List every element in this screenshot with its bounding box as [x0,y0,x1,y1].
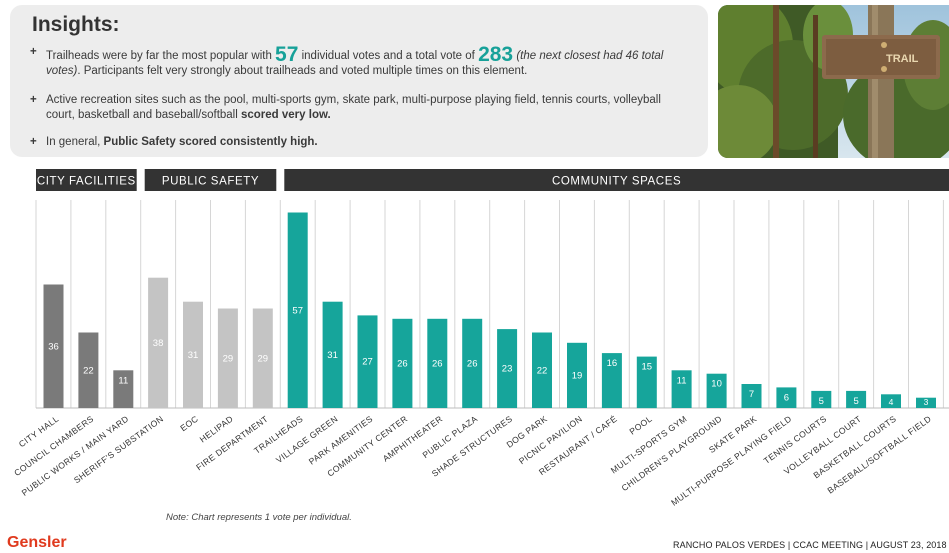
bullet-mark: + [30,94,37,106]
value-label-basketball-courts: 4 [889,397,894,407]
insight-text: Active recreation sites such as the pool… [46,94,661,121]
footer-text: RANCHO PALOS VERDES | CCAC MEETING | AUG… [673,540,949,550]
insight-bullet-active-recreation: + Active recreation sites such as the po… [30,93,690,123]
insight-bullet-public-safety: + In general, Public Safety scored consi… [30,135,690,150]
group-header-city-facilities [36,169,137,191]
value-label-tennis-courts: 5 [819,396,824,407]
value-label-dog-park: 22 [537,365,548,376]
value-label-village-green: 31 [327,350,338,361]
bar-shade-structures [497,329,518,408]
bar-village-green [322,301,343,408]
category-label-eoc: EOC [178,414,200,434]
insight-bold: Public Safety scored consistently high. [103,136,318,148]
value-label-community-center: 26 [397,358,408,369]
group-header-label-community-spaces: COMMUNITY SPACES [552,176,681,188]
category-label-pool: POOL [627,414,653,437]
bar-baseball-softball-field [916,397,936,408]
value-label-skate-park: 7 [749,389,754,400]
value-label-helipad: 29 [223,353,234,364]
trail-sign-photo: TRAIL [718,5,949,158]
bar-pool [636,356,657,409]
bar-sheriff-s-substation [148,277,169,408]
group-header-label-city-facilities: CITY FACILITIES [37,176,136,188]
value-label-amphitheater: 26 [432,358,443,369]
bar-council-chambers [78,332,99,408]
highlight-number-57: 57 [275,43,299,66]
insight-text: . Participants felt very strongly about … [77,65,528,77]
group-header-public-safety [144,169,277,191]
value-label-baseball-softball-field: 3 [924,397,929,407]
value-label-multi-purpose-playing-field: 6 [784,392,789,403]
value-label-eoc: 31 [188,350,199,361]
value-label-volleyball-court: 5 [853,396,858,407]
insight-bold: scored very low. [240,109,331,121]
votes-bar-chart: CITY FACILITIES PUBLIC SAFETY COMMUNITY SP… [12,169,949,508]
bar-public-plaza [462,318,483,408]
chart-note: Note: Chart represents 1 vote per indivi… [166,512,352,523]
bar-fire-department [252,308,273,408]
bar-city-hall [43,284,64,408]
bar-children-s-playground [706,373,727,408]
bar-amphitheater [427,318,448,408]
insight-text: Trailheads were by far the most popular … [46,50,276,62]
value-label-shade-structures: 23 [502,364,513,375]
value-label-public-plaza: 26 [467,358,478,369]
value-label-picnic-pavilion: 19 [572,370,583,381]
bar-public-works-main-yard [113,370,134,408]
value-label-council-chambers: 22 [83,365,94,376]
insights-panel: Insights: + Trailheads were by far the m… [10,5,708,157]
value-label-restaurant-caf: 16 [607,358,618,369]
bar-picnic-pavilion [567,342,587,408]
bar-basketball-courts [881,394,901,408]
insight-text: In general, [46,136,104,148]
value-label-trailheads: 57 [292,306,303,317]
bar-volleyball-court [846,390,867,409]
bar-skate-park [741,384,762,408]
trail-sign-text: TRAIL [886,53,919,65]
bullet-mark: + [30,136,37,148]
insight-bullet-trailheads: + Trailheads were by far the most popula… [30,43,690,79]
highlight-number-283: 283 [478,43,514,66]
bar-dog-park [532,332,552,408]
group-header-label-public-safety: PUBLIC SAFETY [162,176,259,188]
bullet-mark: + [30,46,37,58]
group-header-community-spaces [284,169,949,191]
insight-italic-note: (the next closest had 46 total votes) [46,50,664,77]
bar-multi-sports-gym [671,370,692,408]
bar-tennis-courts [811,390,832,409]
bar-multi-purpose-playing-field [776,387,797,408]
value-label-sheriff-s-substation: 38 [153,338,164,349]
category-label-amphitheater: AMPHITHEATER [381,414,445,464]
value-label-city-hall: 36 [48,341,59,352]
value-label-multi-sports-gym: 11 [677,375,687,386]
bar-park-amenities [357,315,378,408]
value-label-park-amenities: 27 [362,357,373,368]
bar-trailheads [287,212,308,408]
bar-community-center [392,318,413,408]
value-label-pool: 15 [642,362,653,373]
value-label-children-s-playground: 10 [711,379,722,390]
bar-helipad [217,308,238,408]
insights-title: Insights: [32,13,120,36]
insight-text: individual votes and a total vote of [298,50,479,62]
category-label-multi-purpose-playing-field: MULTI-PURPOSE PLAYING FIELD [669,414,793,508]
value-label-fire-department: 29 [258,353,269,364]
value-label-public-works-main-yard: 11 [118,375,128,386]
gensler-logo: Gensler [7,534,67,551]
bar-restaurant-caf [601,353,622,408]
bar-eoc [183,301,203,408]
